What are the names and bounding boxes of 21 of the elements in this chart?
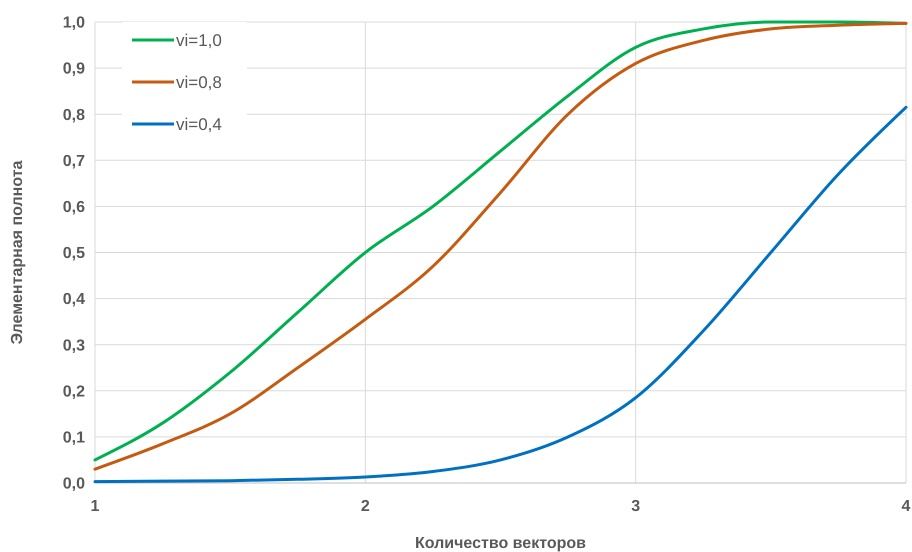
legend-label: vi=0,8 [176, 72, 222, 92]
y-tick-label: 0,0 [62, 476, 86, 493]
x-tick-label: 1 [90, 498, 100, 515]
y-tick-label: 0,2 [62, 383, 86, 400]
y-tick-label: 0,1 [62, 430, 86, 446]
y-axis-title: Элементарная полнота [9, 160, 26, 344]
legend-label: vi=1,0 [176, 30, 222, 50]
y-tick-label: 0,7 [62, 152, 86, 170]
x-tick-label: 3 [631, 498, 640, 515]
y-tick-label: 0,9 [62, 60, 86, 78]
x-tick-label: 2 [360, 498, 370, 515]
legend-label: vi=0,4 [176, 114, 222, 134]
y-tick-label: 0,8 [62, 106, 86, 124]
y-tick-label: 0,3 [62, 337, 86, 354]
line-series [94, 106, 908, 484]
x-tick-label: 4 [902, 498, 911, 515]
y-tick-label: 1,0 [62, 14, 86, 32]
y-tick-label: 0,6 [62, 199, 86, 216]
y-tick-label: 0,5 [62, 245, 86, 262]
y-tick-label: 0,4 [62, 291, 86, 308]
x-axis-title: Количество векторов [414, 535, 586, 552]
